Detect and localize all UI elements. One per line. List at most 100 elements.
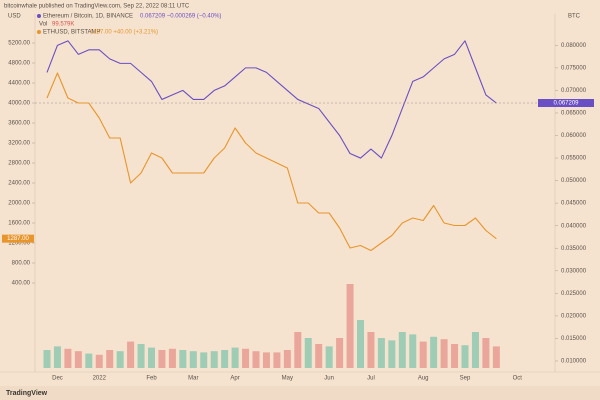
volume-bar [304,338,312,368]
y2-tick-label: 0.045000 [561,201,587,207]
y2-tick-label: 0.035000 [561,246,587,252]
volume-bar [430,336,438,368]
y2-tick-label: 0.010000 [561,359,587,365]
volume-bar [148,347,155,368]
y2-tick-label: 0.020000 [561,313,587,319]
price-tag: 0.067209 [553,101,579,107]
footer-logo: TradingView [6,390,48,397]
y2-axis-label: BTC [568,14,581,20]
volume-bar [158,350,166,368]
volume-bar [137,344,145,368]
volume-bar [273,352,281,368]
y2-tick-label: 0.060000 [561,133,587,139]
volume-bar [367,332,375,368]
price-tag: 1287.00 [7,236,29,242]
x-tick-label: Oct [513,376,523,382]
y2-tick-label: 0.030000 [561,268,587,274]
volume-bar [315,344,323,368]
price-tag-box [2,234,34,243]
x-tick-label: May [282,376,293,382]
y-tick-label: 2800.00 [8,161,30,167]
volume-bar [106,350,114,368]
volume-bar [482,338,490,368]
y-tick-label: 4400.00 [8,81,30,87]
legend-entry: ETHUSD, BITSTAMP [43,30,101,36]
volume-bar [231,347,239,368]
header: bitcoinwhale published on TradingView.co… [4,4,190,10]
volume-bar [210,351,218,368]
volume-bar [95,354,103,368]
x-tick-label: Sep [460,376,471,382]
y2-tick-label: 0.055000 [561,156,587,162]
y2-tick-label: 0.075000 [561,65,587,71]
y2-tick-label: 0.065000 [561,111,587,117]
y-tick-label: 5200.00 [8,41,30,47]
volume-bar [262,352,270,368]
volume-bar [325,346,333,368]
volume-bar [200,352,208,368]
y-tick-label: 400.00 [12,281,31,287]
y-tick-label: 1200.00 [8,241,30,247]
volume-bar [252,351,260,368]
footer-bar [0,386,600,400]
volume-bar [419,341,427,368]
volume-bar [294,332,302,368]
volume-bar [242,348,250,368]
volume-bar [398,332,406,368]
volume-bar [357,320,364,368]
y2-tick-label: 0.025000 [561,291,587,297]
y-tick-label: 2400.00 [8,181,30,187]
volume-bar [168,348,176,368]
volume-bar [179,350,187,368]
x-tick-label: Mar [188,376,198,382]
y-tick-label: 4000.00 [8,101,30,107]
y2-tick-label: 0.070000 [561,88,587,94]
x-tick-label: Jun [324,376,334,382]
volume-bar [461,345,469,368]
x-tick-label: 2022 [93,376,107,382]
legend-entry: Ethereum / Bitcoin, 1D, BINANCE [43,14,133,20]
y2-tick-label: 0.050000 [561,178,587,184]
x-tick-label: Aug [418,376,429,382]
x-tick-label: Feb [146,376,157,382]
x-tick-label: Apr [230,376,239,382]
volume-bar [388,340,396,368]
volume-bar [283,350,291,368]
volume-bar [85,353,93,368]
y-tick-label: 1600.00 [8,221,30,227]
x-tick-label: Dec [52,376,63,382]
volume-bar [221,350,229,368]
volume-bar [43,350,51,368]
y-tick-label: 3600.00 [8,121,30,127]
volume-bar [74,351,82,368]
legend-swatch [37,30,41,34]
legend-stats: 1287.00 +40.00 (+3.21%) [90,30,158,36]
volume-bar [471,332,479,368]
x-tick-label: Jul [367,376,375,382]
legend-stats: 0.067209 −0.000269 (−0.40%) [140,14,221,20]
volume-bar [451,344,459,368]
volume-bar [336,338,344,368]
line-series [46,40,497,159]
volume-bar [127,341,135,368]
line-series [46,72,497,252]
y-tick-label: 4800.00 [8,61,30,67]
legend-swatch [37,14,41,18]
volume-bar [189,351,197,368]
volume-bar [53,346,61,368]
y2-tick-label: 0.015000 [561,336,587,342]
y-tick-label: 3200.00 [8,141,30,147]
volume-bar [116,351,124,368]
volume-bar [409,334,417,368]
legend: Ethereum / Bitcoin, 1D, BINANCE 0.067209… [37,14,221,36]
price-tag-box [538,99,594,108]
volume-bar [492,346,500,368]
y2-tick-label: 0.040000 [561,223,587,229]
volume-bar [346,284,354,368]
legend-entry: Vol [39,22,47,28]
y-axis-label: USD [8,14,21,20]
legend-stats: 99.579K [52,22,74,28]
volume-bar [440,339,448,368]
volume-bar [377,338,385,368]
